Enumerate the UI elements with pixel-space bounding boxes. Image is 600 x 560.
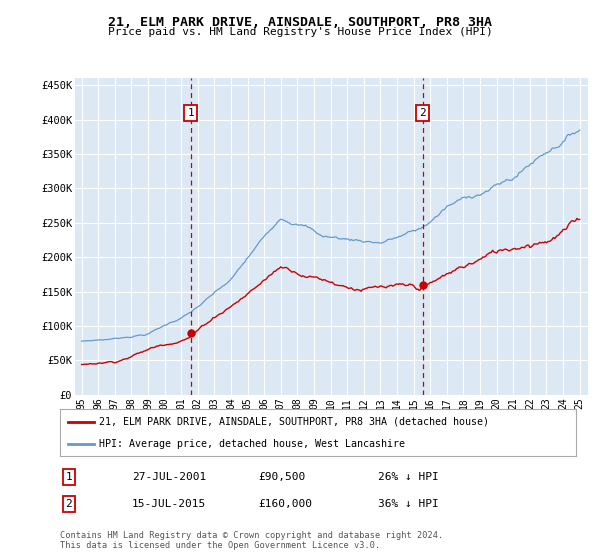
Text: 2: 2 bbox=[419, 108, 426, 118]
Text: 27-JUL-2001: 27-JUL-2001 bbox=[132, 472, 206, 482]
Text: Price paid vs. HM Land Registry's House Price Index (HPI): Price paid vs. HM Land Registry's House … bbox=[107, 27, 493, 37]
Text: 21, ELM PARK DRIVE, AINSDALE, SOUTHPORT, PR8 3HA: 21, ELM PARK DRIVE, AINSDALE, SOUTHPORT,… bbox=[108, 16, 492, 29]
Text: Contains HM Land Registry data © Crown copyright and database right 2024.
This d: Contains HM Land Registry data © Crown c… bbox=[60, 530, 443, 550]
Text: 2: 2 bbox=[65, 499, 73, 509]
Text: 21, ELM PARK DRIVE, AINSDALE, SOUTHPORT, PR8 3HA (detached house): 21, ELM PARK DRIVE, AINSDALE, SOUTHPORT,… bbox=[98, 417, 488, 427]
Text: 1: 1 bbox=[65, 472, 73, 482]
Text: £90,500: £90,500 bbox=[258, 472, 305, 482]
Text: 36% ↓ HPI: 36% ↓ HPI bbox=[378, 499, 439, 509]
Text: 1: 1 bbox=[187, 108, 194, 118]
Text: 26% ↓ HPI: 26% ↓ HPI bbox=[378, 472, 439, 482]
Text: £160,000: £160,000 bbox=[258, 499, 312, 509]
Text: 15-JUL-2015: 15-JUL-2015 bbox=[132, 499, 206, 509]
Text: HPI: Average price, detached house, West Lancashire: HPI: Average price, detached house, West… bbox=[98, 438, 404, 449]
